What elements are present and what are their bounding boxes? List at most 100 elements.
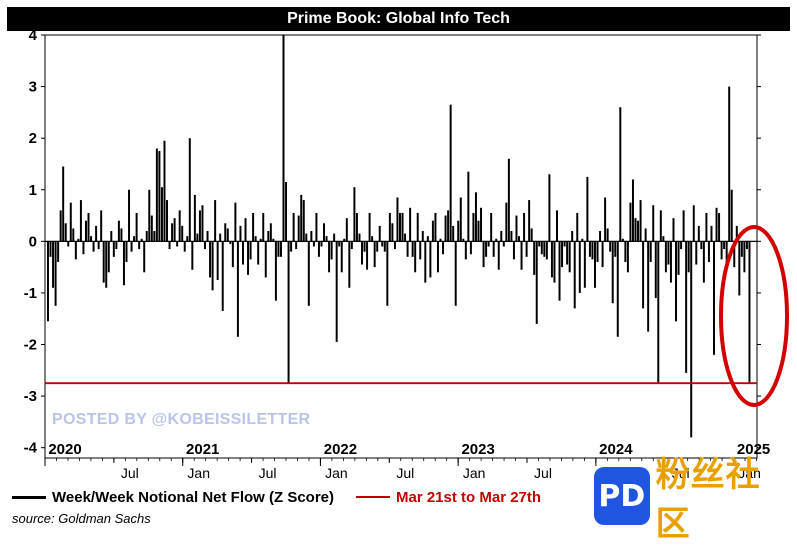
bar — [166, 200, 168, 242]
bar — [662, 236, 665, 242]
bar — [361, 241, 363, 265]
bar — [312, 241, 315, 247]
bar — [439, 238, 442, 242]
bar — [163, 140, 166, 242]
bar — [490, 212, 493, 242]
bar — [462, 238, 465, 242]
bar — [543, 241, 546, 257]
bar — [320, 241, 323, 247]
bar — [181, 225, 184, 242]
bar — [107, 241, 110, 273]
bar — [449, 104, 452, 242]
bar — [67, 241, 70, 247]
bar — [105, 241, 108, 288]
bar — [697, 225, 700, 242]
bar — [381, 241, 384, 247]
bar — [685, 241, 688, 373]
bar — [287, 241, 290, 384]
bar — [279, 241, 282, 257]
bar — [482, 241, 485, 268]
bar — [193, 194, 196, 242]
bar — [315, 212, 318, 242]
bar — [548, 174, 551, 242]
bar — [606, 228, 609, 242]
bar — [355, 212, 358, 242]
bar — [330, 241, 333, 260]
bar — [231, 241, 234, 268]
month-label: Jul — [396, 465, 414, 481]
bar — [652, 205, 655, 242]
bar — [690, 241, 693, 438]
bar — [553, 241, 556, 283]
bar — [173, 218, 176, 242]
bar — [538, 241, 541, 247]
bar — [601, 241, 604, 268]
bar — [520, 241, 523, 270]
bar — [140, 238, 143, 242]
bar — [176, 241, 179, 247]
bar — [87, 212, 90, 242]
bar — [224, 223, 227, 242]
bar — [201, 205, 204, 242]
bar — [285, 182, 288, 242]
bar — [740, 241, 743, 257]
bar — [317, 241, 320, 257]
y-tick-label: -4 — [24, 440, 38, 457]
bar — [378, 225, 381, 242]
bar — [457, 220, 460, 242]
bar — [447, 210, 450, 242]
bar — [725, 241, 728, 268]
bar — [404, 233, 407, 242]
bar — [469, 241, 472, 255]
bar — [150, 215, 153, 242]
bar — [485, 241, 488, 257]
bar — [695, 241, 698, 265]
bar — [576, 212, 579, 242]
bar — [216, 241, 219, 281]
bar — [52, 241, 55, 288]
bar — [710, 225, 713, 242]
bar — [333, 233, 336, 242]
bar — [143, 241, 146, 273]
bar — [682, 210, 685, 242]
bar — [436, 241, 439, 273]
bar — [644, 228, 647, 242]
bar — [388, 212, 391, 242]
y-tick-label: 4 — [29, 27, 38, 44]
bar — [328, 241, 331, 273]
bar — [743, 241, 746, 273]
month-label: Jul — [534, 465, 552, 481]
source-note: source: Goldman Sachs — [12, 511, 151, 526]
bar — [614, 241, 617, 257]
bar — [510, 231, 513, 242]
bar — [47, 241, 49, 322]
legend: Week/Week Notional Net Flow (Z Score) Ma… — [12, 486, 563, 508]
bar — [267, 231, 270, 242]
bar — [49, 241, 52, 257]
bar — [591, 241, 594, 260]
bar — [79, 200, 82, 242]
bar — [277, 241, 280, 257]
bar — [518, 236, 520, 242]
bar — [353, 187, 356, 242]
bar — [399, 212, 401, 242]
bar — [153, 231, 156, 242]
year-label: 2024 — [599, 441, 633, 458]
bar — [155, 148, 158, 242]
bar — [530, 228, 533, 242]
legend-swatch-series — [12, 495, 46, 499]
bar — [234, 202, 237, 242]
bar — [183, 241, 186, 252]
bar — [239, 225, 242, 242]
bar — [593, 241, 596, 288]
bar — [672, 218, 675, 242]
highlight-circle — [719, 225, 789, 407]
bar — [467, 171, 470, 242]
bar — [540, 241, 543, 255]
bar — [345, 218, 348, 242]
bar — [145, 231, 148, 242]
bar — [642, 241, 645, 309]
bar — [409, 207, 412, 242]
bar — [135, 212, 138, 242]
bar — [459, 197, 462, 242]
